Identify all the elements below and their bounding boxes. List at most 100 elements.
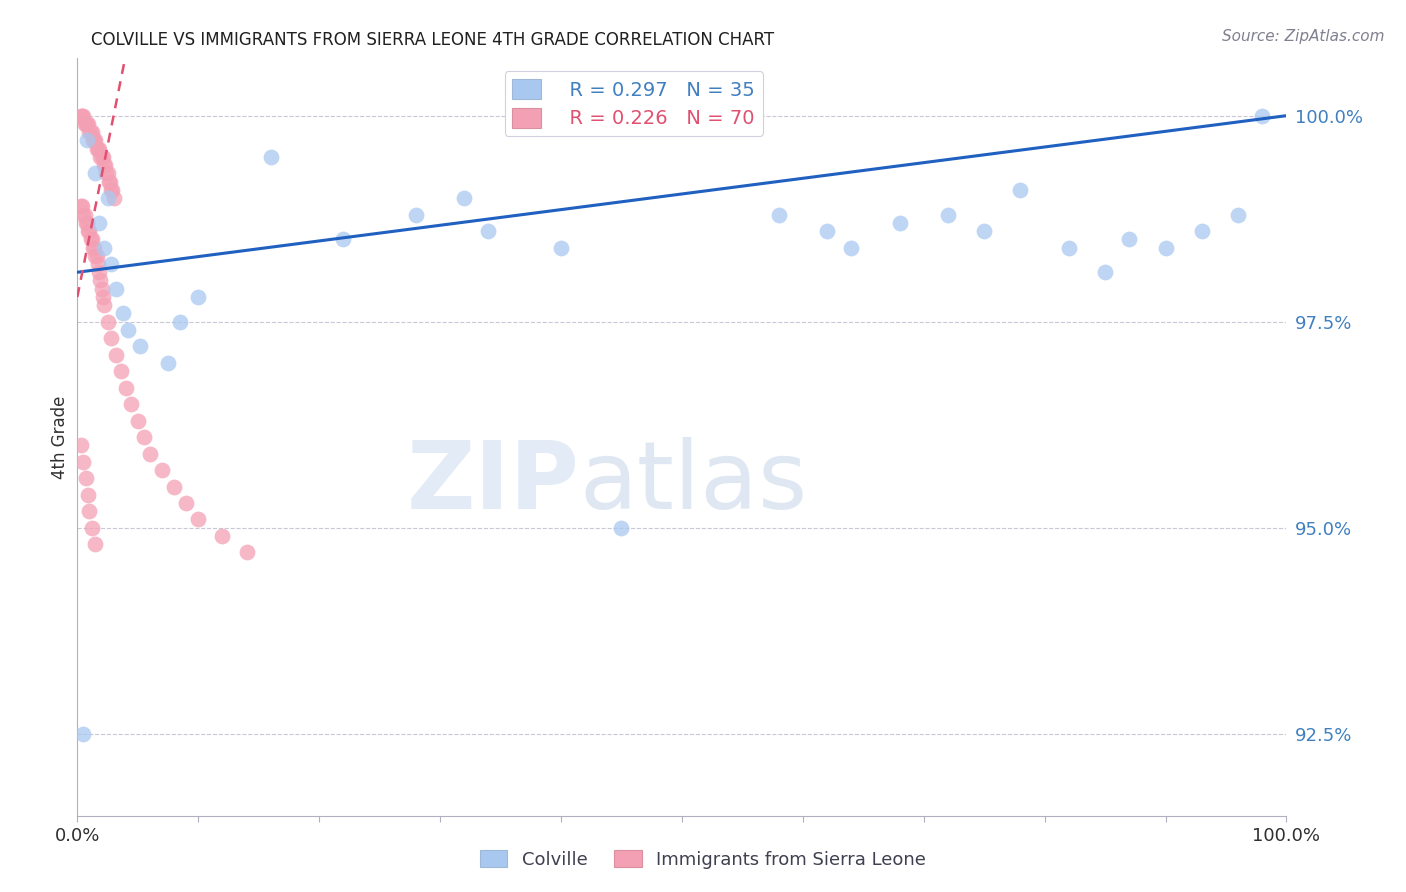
- Point: [132, 430, 155, 444]
- Point: [80, 125, 103, 139]
- Point: [89, 150, 111, 164]
- Point: [72, 109, 94, 123]
- Point: [100, 257, 122, 271]
- Point: [86, 249, 108, 263]
- Point: [187, 512, 209, 526]
- Point: [1191, 224, 1213, 238]
- Point: [70, 199, 93, 213]
- Point: [139, 446, 162, 460]
- Point: [79, 125, 101, 139]
- Point: [70, 109, 93, 123]
- Legend: Colville, Immigrants from Sierra Leone: Colville, Immigrants from Sierra Leone: [472, 843, 934, 876]
- Point: [110, 364, 132, 378]
- Point: [96, 166, 118, 180]
- Point: [169, 315, 191, 329]
- Text: Source: ZipAtlas.com: Source: ZipAtlas.com: [1222, 29, 1385, 44]
- Point: [332, 232, 354, 246]
- Point: [1057, 240, 1080, 254]
- Point: [157, 356, 180, 370]
- Point: [87, 257, 110, 271]
- Point: [91, 150, 114, 164]
- Point: [839, 240, 862, 254]
- Point: [84, 166, 107, 180]
- Point: [93, 158, 115, 172]
- Point: [87, 142, 110, 156]
- Point: [73, 208, 96, 222]
- Point: [75, 117, 97, 131]
- Point: [75, 216, 97, 230]
- Point: [550, 240, 572, 254]
- Point: [405, 208, 427, 222]
- Point: [84, 249, 107, 263]
- Point: [82, 240, 104, 254]
- Point: [70, 109, 93, 123]
- Point: [187, 290, 209, 304]
- Legend:   R = 0.297   N = 35,   R = 0.226   N = 70: R = 0.297 N = 35, R = 0.226 N = 70: [505, 71, 762, 136]
- Point: [1227, 208, 1250, 222]
- Point: [79, 504, 101, 518]
- Point: [83, 240, 105, 254]
- Text: ZIP: ZIP: [406, 436, 579, 529]
- Point: [83, 133, 105, 147]
- Point: [96, 315, 118, 329]
- Point: [87, 142, 110, 156]
- Point: [75, 471, 97, 485]
- Point: [936, 208, 959, 222]
- Point: [96, 166, 118, 180]
- Point: [973, 224, 995, 238]
- Point: [80, 232, 103, 246]
- Point: [70, 199, 93, 213]
- Point: [91, 290, 114, 304]
- Point: [72, 727, 94, 741]
- Point: [87, 265, 110, 279]
- Point: [76, 117, 98, 131]
- Point: [77, 117, 100, 131]
- Point: [105, 348, 128, 362]
- Point: [98, 175, 121, 189]
- Point: [477, 224, 499, 238]
- Point: [90, 150, 112, 164]
- Point: [889, 216, 911, 230]
- Text: COLVILLE VS IMMIGRANTS FROM SIERRA LEONE 4TH GRADE CORRELATION CHART: COLVILLE VS IMMIGRANTS FROM SIERRA LEONE…: [91, 31, 775, 49]
- Point: [79, 125, 101, 139]
- Point: [84, 537, 107, 551]
- Y-axis label: 4th Grade: 4th Grade: [51, 395, 69, 479]
- Point: [100, 331, 122, 345]
- Point: [73, 117, 96, 131]
- Point: [127, 414, 149, 428]
- Point: [815, 224, 838, 238]
- Point: [768, 208, 790, 222]
- Point: [610, 521, 633, 535]
- Point: [72, 208, 94, 222]
- Point: [94, 158, 117, 172]
- Point: [97, 175, 120, 189]
- Point: [260, 150, 283, 164]
- Point: [86, 142, 108, 156]
- Point: [87, 216, 110, 230]
- Point: [77, 224, 100, 238]
- Point: [70, 438, 93, 452]
- Point: [93, 240, 115, 254]
- Point: [114, 381, 136, 395]
- Point: [163, 479, 186, 493]
- Point: [76, 133, 98, 147]
- Point: [235, 545, 257, 559]
- Point: [72, 455, 94, 469]
- Text: atlas: atlas: [579, 436, 807, 529]
- Point: [77, 488, 100, 502]
- Point: [93, 298, 115, 312]
- Point: [79, 232, 101, 246]
- Point: [112, 306, 135, 320]
- Point: [174, 496, 197, 510]
- Point: [211, 529, 233, 543]
- Point: [120, 397, 142, 411]
- Point: [105, 282, 128, 296]
- Point: [129, 339, 152, 353]
- Point: [84, 133, 107, 147]
- Point: [101, 183, 124, 197]
- Point: [80, 521, 103, 535]
- Point: [90, 282, 112, 296]
- Point: [76, 216, 98, 230]
- Point: [96, 191, 118, 205]
- Point: [100, 183, 122, 197]
